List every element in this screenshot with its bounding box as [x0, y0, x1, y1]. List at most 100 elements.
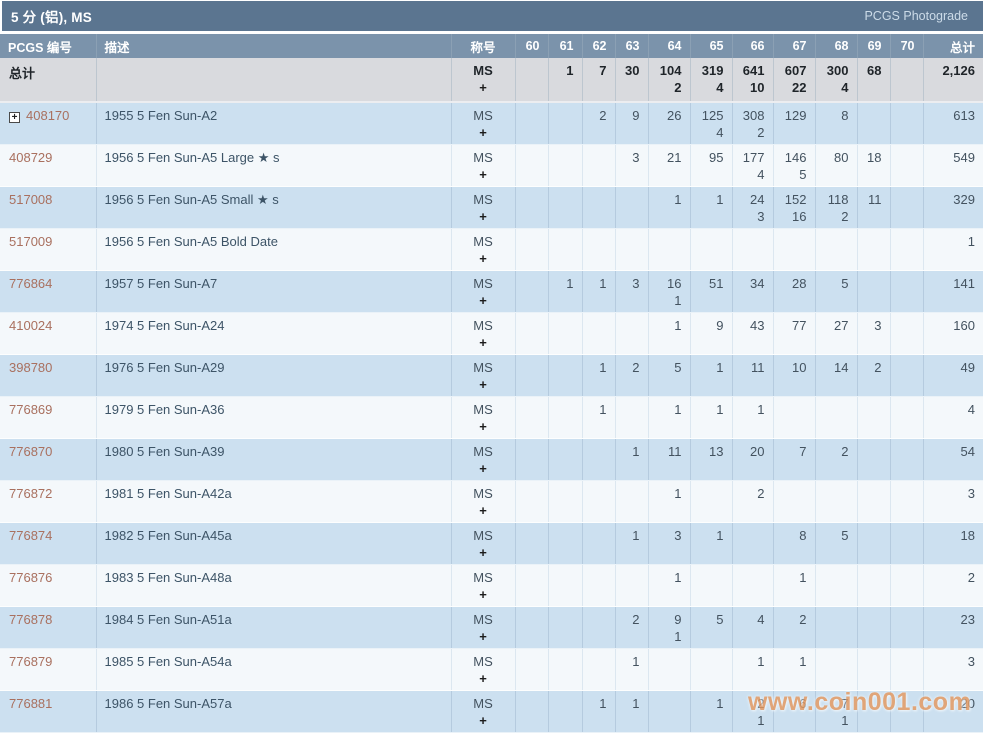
grade-cell-67: [773, 480, 816, 523]
designation-cell: MS +: [451, 480, 516, 523]
grade-cell-61: 1: [548, 270, 583, 313]
designation-cell: MS +: [451, 522, 516, 565]
pcgs-id-link[interactable]: 398780: [9, 359, 53, 375]
description-cell: 1979 5 Fen Sun-A36: [96, 396, 452, 439]
pcgs-id-link[interactable]: 776872: [9, 485, 53, 501]
pcgs-id-link[interactable]: 410024: [9, 317, 53, 333]
pcgs-id-link[interactable]: 408729: [9, 149, 53, 165]
grade-cell-64: 1: [648, 564, 691, 607]
row-total-cell: 3: [923, 648, 983, 691]
grade-cell-66: 11: [732, 354, 774, 397]
table-row: 776872 1981 5 Fen Sun-A42a MS + 1 2 3: [0, 480, 983, 523]
pcgs-id-link[interactable]: 776879: [9, 653, 53, 669]
pcgs-id-link[interactable]: 776870: [9, 443, 53, 459]
row-total-cell: 160: [923, 312, 983, 355]
grade-cell-64: 16 1: [648, 270, 691, 313]
total-grade-cell-65: 319 4: [690, 58, 733, 103]
grade-cell-62: [582, 144, 616, 187]
grade-cell-63: 1: [615, 522, 649, 565]
col-header-66: 66: [732, 34, 774, 58]
pcgs-id-link[interactable]: 776881: [9, 695, 53, 711]
designation-cell: MS +: [451, 312, 516, 355]
grade-cell-68: 14: [815, 354, 858, 397]
grade-cell-60: [515, 354, 549, 397]
pcgs-id-cell: 408729: [0, 144, 97, 187]
table-row: 408729 1956 5 Fen Sun-A5 Large ★ s MS + 3 21 9…: [0, 144, 983, 187]
col-header-62: 62: [582, 34, 616, 58]
total-label: 总计: [0, 58, 97, 103]
col-header-64: 64: [648, 34, 691, 58]
total-grade-cell-62: 7: [582, 58, 616, 103]
grade-cell-67: 2: [773, 606, 816, 649]
grade-cell-62: [582, 186, 616, 229]
grade-cell-67: 1: [773, 648, 816, 691]
grade-cell-64: 1: [648, 480, 691, 523]
grade-cell-69: [857, 396, 891, 439]
grade-cell-70: [890, 480, 924, 523]
table-row: 776869 1979 5 Fen Sun-A36 MS +1 1 1 1 4: [0, 396, 983, 439]
grade-cell-67: 129: [773, 102, 816, 145]
expand-icon[interactable]: +: [9, 112, 20, 123]
grade-cell-65: [690, 648, 733, 691]
pcgs-id-link[interactable]: 517009: [9, 233, 53, 249]
grade-cell-63: [615, 480, 649, 523]
grade-cell-61: [548, 354, 583, 397]
grade-cell-70: [890, 354, 924, 397]
pcgs-id-link[interactable]: 776864: [9, 275, 53, 291]
pcgs-id-cell: 398780: [0, 354, 97, 397]
grade-cell-61: [548, 564, 583, 607]
grade-cell-68: [815, 648, 858, 691]
grade-cell-63: 1: [615, 648, 649, 691]
pcgs-id-link[interactable]: 517008: [9, 191, 53, 207]
grade-cell-69: [857, 690, 891, 733]
pcgs-id-cell: 776878: [0, 606, 97, 649]
pcgs-id-cell: 776881: [0, 690, 97, 733]
grade-cell-63: 3: [615, 270, 649, 313]
grade-cell-62: [582, 522, 616, 565]
grade-cell-68: 8: [815, 102, 858, 145]
col-header-69: 69: [857, 34, 891, 58]
description-cell: 1982 5 Fen Sun-A45a: [96, 522, 452, 565]
col-header-65: 65: [690, 34, 733, 58]
row-total-cell: 329: [923, 186, 983, 229]
grade-cell-62: 1: [582, 690, 616, 733]
grade-cell-64: 21: [648, 144, 691, 187]
grade-cell-63: [615, 396, 649, 439]
table-header-row: PCGS 编号 描述 称号 60 61 62 63 64 65 66 67 68 69 70 总计: [0, 34, 983, 58]
grade-cell-64: 3: [648, 522, 691, 565]
pcgs-id-link[interactable]: 776869: [9, 401, 53, 417]
grade-cell-60: [515, 480, 549, 523]
table-row: 776881 1986 5 Fen Sun-A57a MS +1 1 1 2 1 6 7 1 20: [0, 690, 983, 733]
grade-cell-63: 9: [615, 102, 649, 145]
pcgs-id-link[interactable]: 408170: [26, 108, 70, 123]
col-header-description: 描述: [96, 34, 452, 58]
grade-cell-61: [548, 144, 583, 187]
row-total-cell: 49: [923, 354, 983, 397]
designation-cell: MS +: [451, 102, 516, 145]
grade-cell-69: [857, 102, 891, 145]
grade-cell-69: 11: [857, 186, 891, 229]
grade-cell-62: [582, 606, 616, 649]
col-header-70: 70: [890, 34, 924, 58]
grade-cell-67: 1: [773, 564, 816, 607]
pcgs-id-cell: 517008: [0, 186, 97, 229]
grade-cell-65: [690, 228, 733, 271]
pcgs-id-cell: 776870: [0, 438, 97, 481]
description-cell: 1983 5 Fen Sun-A48a: [96, 564, 452, 607]
grade-cell-63: 1: [615, 690, 649, 733]
total-designation-cell: MS +: [451, 58, 516, 103]
pcgs-id-link[interactable]: 776878: [9, 611, 53, 627]
photograde-link[interactable]: PCGS Photograde: [864, 9, 968, 23]
row-total-cell: 549: [923, 144, 983, 187]
grade-cell-69: 2: [857, 354, 891, 397]
grade-cell-65: 5: [690, 606, 733, 649]
grade-cell-61: [548, 480, 583, 523]
description-cell: 1981 5 Fen Sun-A42a: [96, 480, 452, 523]
pcgs-id-link[interactable]: 776874: [9, 527, 53, 543]
grade-cell-62: [582, 438, 616, 481]
grade-cell-68: 27: [815, 312, 858, 355]
pcgs-id-link[interactable]: 776876: [9, 569, 53, 585]
title-bar: 5 分 (铝), MS PCGS Photograde: [2, 1, 983, 31]
row-total-cell: 3: [923, 480, 983, 523]
